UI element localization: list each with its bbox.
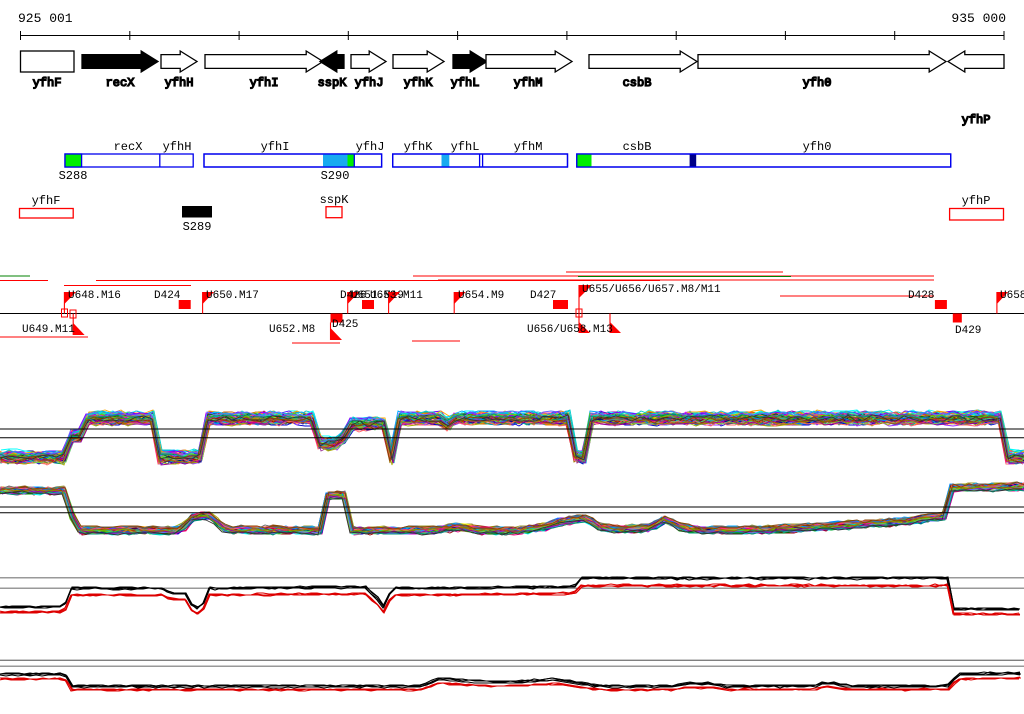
svg-text:yfhJ: yfhJ bbox=[355, 76, 384, 90]
svg-text:yfhF: yfhF bbox=[33, 76, 62, 90]
svg-text:yfhF: yfhF bbox=[32, 194, 61, 208]
svg-text:yfhH: yfhH bbox=[163, 140, 192, 154]
svg-text:D427: D427 bbox=[530, 290, 556, 302]
svg-text:S288: S288 bbox=[59, 169, 88, 183]
svg-text:D428: D428 bbox=[908, 290, 934, 302]
svg-text:D424: D424 bbox=[154, 290, 181, 302]
svg-text:U658: U658 bbox=[1000, 290, 1024, 302]
svg-text:sspK: sspK bbox=[318, 76, 348, 90]
svg-text:D425: D425 bbox=[332, 319, 358, 331]
svg-text:yfhI: yfhI bbox=[261, 140, 290, 154]
svg-text:yfhM: yfhM bbox=[514, 140, 543, 154]
svg-text:yfhP: yfhP bbox=[962, 194, 991, 208]
svg-text:csbB: csbB bbox=[623, 76, 652, 90]
svg-text:recX: recX bbox=[106, 76, 135, 90]
svg-text:U650.M17: U650.M17 bbox=[206, 290, 259, 302]
svg-text:sspK: sspK bbox=[320, 193, 350, 207]
svg-text:D429: D429 bbox=[955, 325, 981, 337]
svg-text:yfh0: yfh0 bbox=[803, 76, 832, 90]
svg-text:S290: S290 bbox=[321, 169, 350, 183]
svg-text:U649.M11: U649.M11 bbox=[22, 324, 75, 336]
svg-text:yfhL: yfhL bbox=[451, 76, 480, 90]
svg-text:yfhK: yfhK bbox=[404, 140, 434, 154]
svg-text:yfhI: yfhI bbox=[250, 76, 279, 90]
svg-text:yfhK: yfhK bbox=[404, 76, 434, 90]
svg-text:yfhL: yfhL bbox=[451, 140, 480, 154]
svg-text:yfhP: yfhP bbox=[962, 113, 991, 127]
svg-text:U655/U656/U657.M8/M11: U655/U656/U657.M8/M11 bbox=[582, 284, 721, 296]
svg-text:U653.M11: U653.M11 bbox=[370, 290, 423, 302]
svg-text:935 000: 935 000 bbox=[951, 11, 1006, 26]
svg-text:S289: S289 bbox=[183, 220, 212, 234]
svg-text:yfhH: yfhH bbox=[165, 76, 194, 90]
svg-text:U656/U658.M13: U656/U658.M13 bbox=[527, 324, 613, 336]
svg-text:U648.M16: U648.M16 bbox=[68, 290, 121, 302]
svg-text:csbB: csbB bbox=[623, 140, 652, 154]
svg-text:recX: recX bbox=[114, 140, 143, 154]
svg-text:yfhM: yfhM bbox=[514, 76, 543, 90]
svg-text:U654.M9: U654.M9 bbox=[458, 290, 504, 302]
svg-text:925 001: 925 001 bbox=[18, 11, 73, 26]
svg-text:yfh0: yfh0 bbox=[803, 140, 832, 154]
svg-text:U652.M8: U652.M8 bbox=[269, 324, 315, 336]
svg-text:D426: D426 bbox=[340, 290, 366, 302]
svg-text:yfhJ: yfhJ bbox=[356, 140, 385, 154]
